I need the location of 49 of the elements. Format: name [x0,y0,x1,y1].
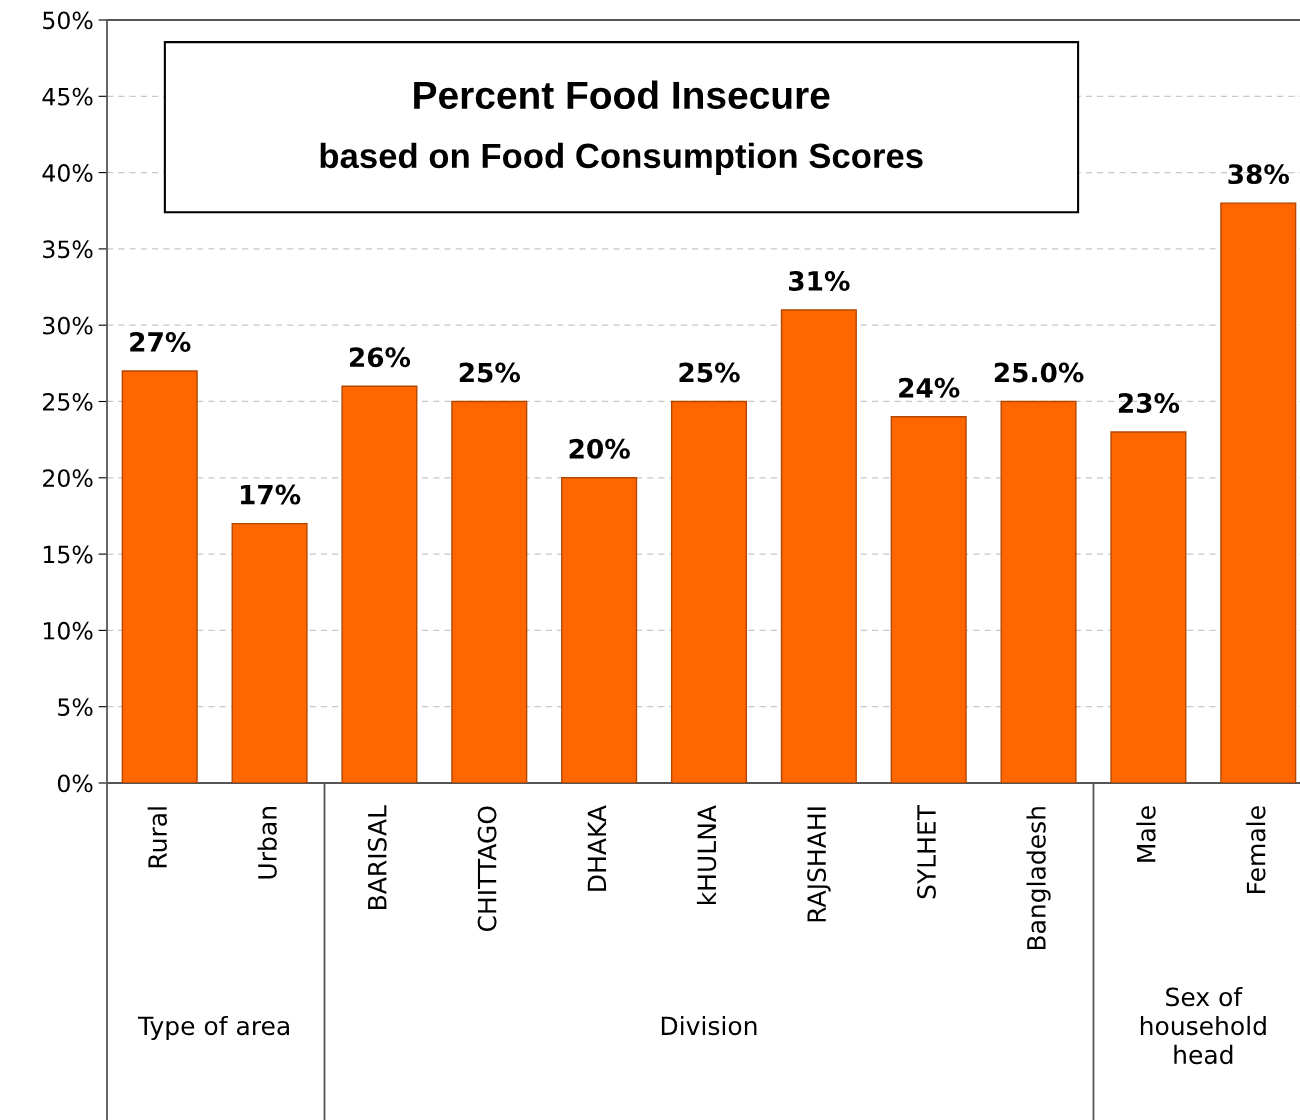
bar [1000,400,1077,783]
bar [451,400,528,783]
text: Sex of household head [1140,986,1266,1065]
x-tick-label: Female [1246,806,1266,893]
y-tick-label: 45% [42,87,93,106]
data-label: 38% [1228,164,1289,185]
data-label: 23% [1118,393,1180,414]
data-label: 27% [130,332,191,352]
y-tick-label: 15% [43,545,93,564]
y-tick-label: 50% [43,11,93,30]
data-label: 25% [459,362,521,383]
bar [341,385,418,783]
y-tick-label: 10% [43,621,93,640]
data-label: 25.0% [994,362,1084,383]
x-tick-label: kHULNA [696,805,717,905]
text: Type of area [138,1015,289,1041]
y-tick-label: 40% [42,164,93,182]
bar [1220,202,1297,783]
data-label: 25% [679,362,740,383]
y-tick-label: 5% [58,698,93,717]
bar [780,309,857,783]
bar [670,400,748,783]
y-tick-label: 30% [43,316,93,335]
text: Division [661,1015,757,1036]
data-label: 17% [240,484,301,505]
bar [890,416,967,783]
x-tick-label: CHITTAGO [477,806,497,932]
x-tick-label: BARISAL [367,805,387,909]
x-tick-label: DHAKA [587,805,607,891]
y-tick-label: 35% [43,240,93,259]
y-tick-label: 25% [43,392,93,411]
x-tick-label: Rural [147,807,167,868]
data-label: 31% [789,270,850,291]
x-tick-label: Urban [257,807,277,879]
x-tick-label: Male [1136,806,1156,862]
bar [561,477,638,783]
bar [1110,431,1187,783]
data-label: 26% [349,347,411,368]
x-tick-label: SYLHET [917,804,936,899]
y-tick-label: 20% [43,469,93,488]
bar [231,522,308,783]
x-tick-label: RAJSHAHI [807,807,831,922]
data-label: 24% [899,377,960,398]
x-tick-label: Bangladesh [1026,807,1051,950]
data-label: 20% [569,438,630,459]
text: based on Food Consumption Scores [320,142,923,176]
bar [121,370,198,783]
text: Percent Food Insecure [414,80,830,110]
y-tick-label: 0% [57,774,93,793]
